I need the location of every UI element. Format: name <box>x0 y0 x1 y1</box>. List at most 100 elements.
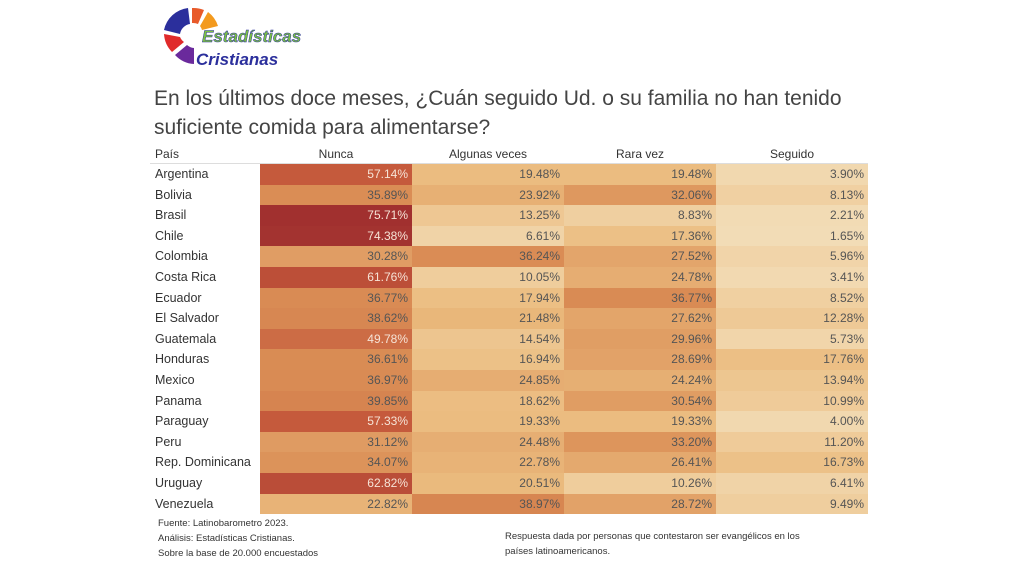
heatmap-cell: 6.41% <box>716 472 868 494</box>
heatmap-cell: 21.48% <box>412 308 564 329</box>
table-row: Bolivia 35.89% 23.92% 32.06% 8.13% <box>150 184 868 206</box>
heatmap-cell: 61.76% <box>260 266 412 288</box>
heatmap-cell: 23.92% <box>412 184 564 206</box>
heatmap-cell: 1.65% <box>716 225 868 247</box>
heatmap-cell: 24.24% <box>564 369 716 391</box>
heatmap-cell: 31.12% <box>260 431 412 453</box>
heatmap-cell: 14.54% <box>412 328 564 350</box>
country-label: Panama <box>155 393 202 408</box>
heatmap-cell: 62.82% <box>260 472 412 494</box>
table-row: Brasil 75.71% 13.25% 8.83% 2.21% <box>150 205 868 226</box>
table-row: Chile 74.38% 6.61% 17.36% 1.65% <box>150 225 868 247</box>
heatmap-cell: 20.51% <box>412 472 564 494</box>
footer-line: países latinoamericanos. <box>505 546 611 557</box>
heatmap-cell: 10.99% <box>716 390 868 412</box>
heatmap-cell: 17.76% <box>716 349 868 370</box>
heatmap-cell: 74.38% <box>260 225 412 247</box>
country-label: Ecuador <box>155 290 202 305</box>
table-row: Honduras 36.61% 16.94% 28.69% 17.76% <box>150 349 868 370</box>
heatmap-cell: 27.52% <box>564 246 716 267</box>
heatmap-cell: 24.85% <box>412 369 564 391</box>
heatmap-cell: 10.05% <box>412 266 564 288</box>
heatmap-cell: 13.25% <box>412 205 564 226</box>
heatmap-cell: 5.73% <box>716 328 868 350</box>
heatmap-cell: 24.78% <box>564 266 716 288</box>
heatmap-cell: 17.36% <box>564 225 716 247</box>
heatmap-cell: 8.83% <box>564 205 716 226</box>
heatmap-cell: 22.82% <box>260 493 412 515</box>
country-label: Costa Rica <box>155 269 217 284</box>
logo: Estadísticas Cristianas <box>164 7 301 69</box>
heatmap-cell: 36.77% <box>260 287 412 309</box>
footer-note: Respuesta dada por personas que contesta… <box>505 529 800 559</box>
table-row: Mexico 36.97% 24.85% 24.24% 13.94% <box>150 369 868 391</box>
country-label: Guatemala <box>155 331 217 346</box>
table-row: Costa Rica 61.76% 10.05% 24.78% 3.41% <box>150 266 868 288</box>
heatmap-cell: 36.24% <box>412 246 564 267</box>
heatmap-cell: 35.89% <box>260 184 412 206</box>
country-label: El Salvador <box>155 311 219 326</box>
footer-line: Respuesta dada por personas que contesta… <box>505 531 800 542</box>
table-row: Argentina 57.14% 19.48% 19.48% 3.90% <box>150 164 868 185</box>
country-label: Honduras <box>155 352 210 367</box>
country-label: Rep. Dominicana <box>155 455 251 470</box>
heatmap-cell: 13.94% <box>716 369 868 391</box>
heatmap-cell: 38.62% <box>260 308 412 329</box>
heatmap-cell: 22.78% <box>412 452 564 473</box>
heatmap-cell: 27.62% <box>564 308 716 329</box>
footer-source: Fuente: Latinobarometro 2023. Análisis: … <box>158 516 318 561</box>
table-row: Ecuador 36.77% 17.94% 36.77% 8.52% <box>150 287 868 309</box>
country-label: Uruguay <box>155 475 203 490</box>
table-row: Uruguay 62.82% 20.51% 10.26% 6.41% <box>150 472 868 494</box>
footer-line: Sobre la base de 20.000 encuestados <box>158 548 319 559</box>
country-label: Bolivia <box>155 187 192 202</box>
heatmap-cell: 2.21% <box>716 205 868 226</box>
heatmap-cell: 26.41% <box>564 452 716 473</box>
country-label: Paraguay <box>155 414 209 429</box>
heatmap-cell: 19.33% <box>564 411 716 432</box>
heatmap-cell: 57.33% <box>260 411 412 432</box>
heatmap-cell: 30.54% <box>564 390 716 412</box>
heatmap-cell: 29.96% <box>564 328 716 350</box>
column-header: Rara vez <box>615 147 665 161</box>
heatmap-cell: 30.28% <box>260 246 412 267</box>
logo-line1: Estadísticas <box>202 27 301 46</box>
column-header: Algunas veces <box>448 147 528 161</box>
country-label: Mexico <box>155 372 195 387</box>
heatmap-cell: 28.69% <box>564 349 716 370</box>
header-row: País Nunca Algunas veces Rara vez Seguid… <box>150 147 868 164</box>
heatmap-cell: 36.97% <box>260 369 412 391</box>
heatmap-cell: 19.33% <box>412 411 564 432</box>
country-label: Colombia <box>155 249 208 264</box>
heatmap-cell: 49.78% <box>260 328 412 350</box>
table-row: Peru 31.12% 24.48% 33.20% 11.20% <box>150 431 868 453</box>
logo-line2: Cristianas <box>196 50 278 69</box>
table-row: Guatemala 49.78% 14.54% 29.96% 5.73% <box>150 328 868 350</box>
country-label: Peru <box>155 434 182 449</box>
heatmap-cell: 38.97% <box>412 493 564 515</box>
heatmap-cell: 34.07% <box>260 452 412 473</box>
heatmap-cell: 39.85% <box>260 390 412 412</box>
row-header: País <box>155 147 180 161</box>
table-row: Panama 39.85% 18.62% 30.54% 10.99% <box>150 390 868 412</box>
table-row: Venezuela 22.82% 38.97% 28.72% 9.49% <box>150 493 868 515</box>
heatmap-cell: 11.20% <box>716 431 868 453</box>
heatmap-cell: 57.14% <box>260 164 412 185</box>
table-body: Argentina 57.14% 19.48% 19.48% 3.90% Bolivia 3… <box>150 164 868 515</box>
heatmap-cell: 36.61% <box>260 349 412 370</box>
heatmap-cell: 24.48% <box>412 431 564 453</box>
heatmap-table: País Nunca Algunas veces Rara vez Seguid… <box>150 147 868 515</box>
table-row: Rep. Dominicana 34.07% 22.78% 26.41% 16.73% <box>150 452 868 473</box>
heatmap-cell: 18.62% <box>412 390 564 412</box>
heatmap-cell: 36.77% <box>564 287 716 309</box>
heatmap-cell: 28.72% <box>564 493 716 515</box>
heatmap-cell: 19.48% <box>564 164 716 185</box>
heatmap-cell: 4.00% <box>716 411 868 432</box>
country-label: Chile <box>155 228 184 243</box>
heatmap-cell: 17.94% <box>412 287 564 309</box>
heatmap-cell: 6.61% <box>412 225 564 247</box>
heatmap-cell: 10.26% <box>564 472 716 494</box>
table-row: Paraguay 57.33% 19.33% 19.33% 4.00% <box>150 411 868 432</box>
heatmap-cell: 19.48% <box>412 164 564 185</box>
